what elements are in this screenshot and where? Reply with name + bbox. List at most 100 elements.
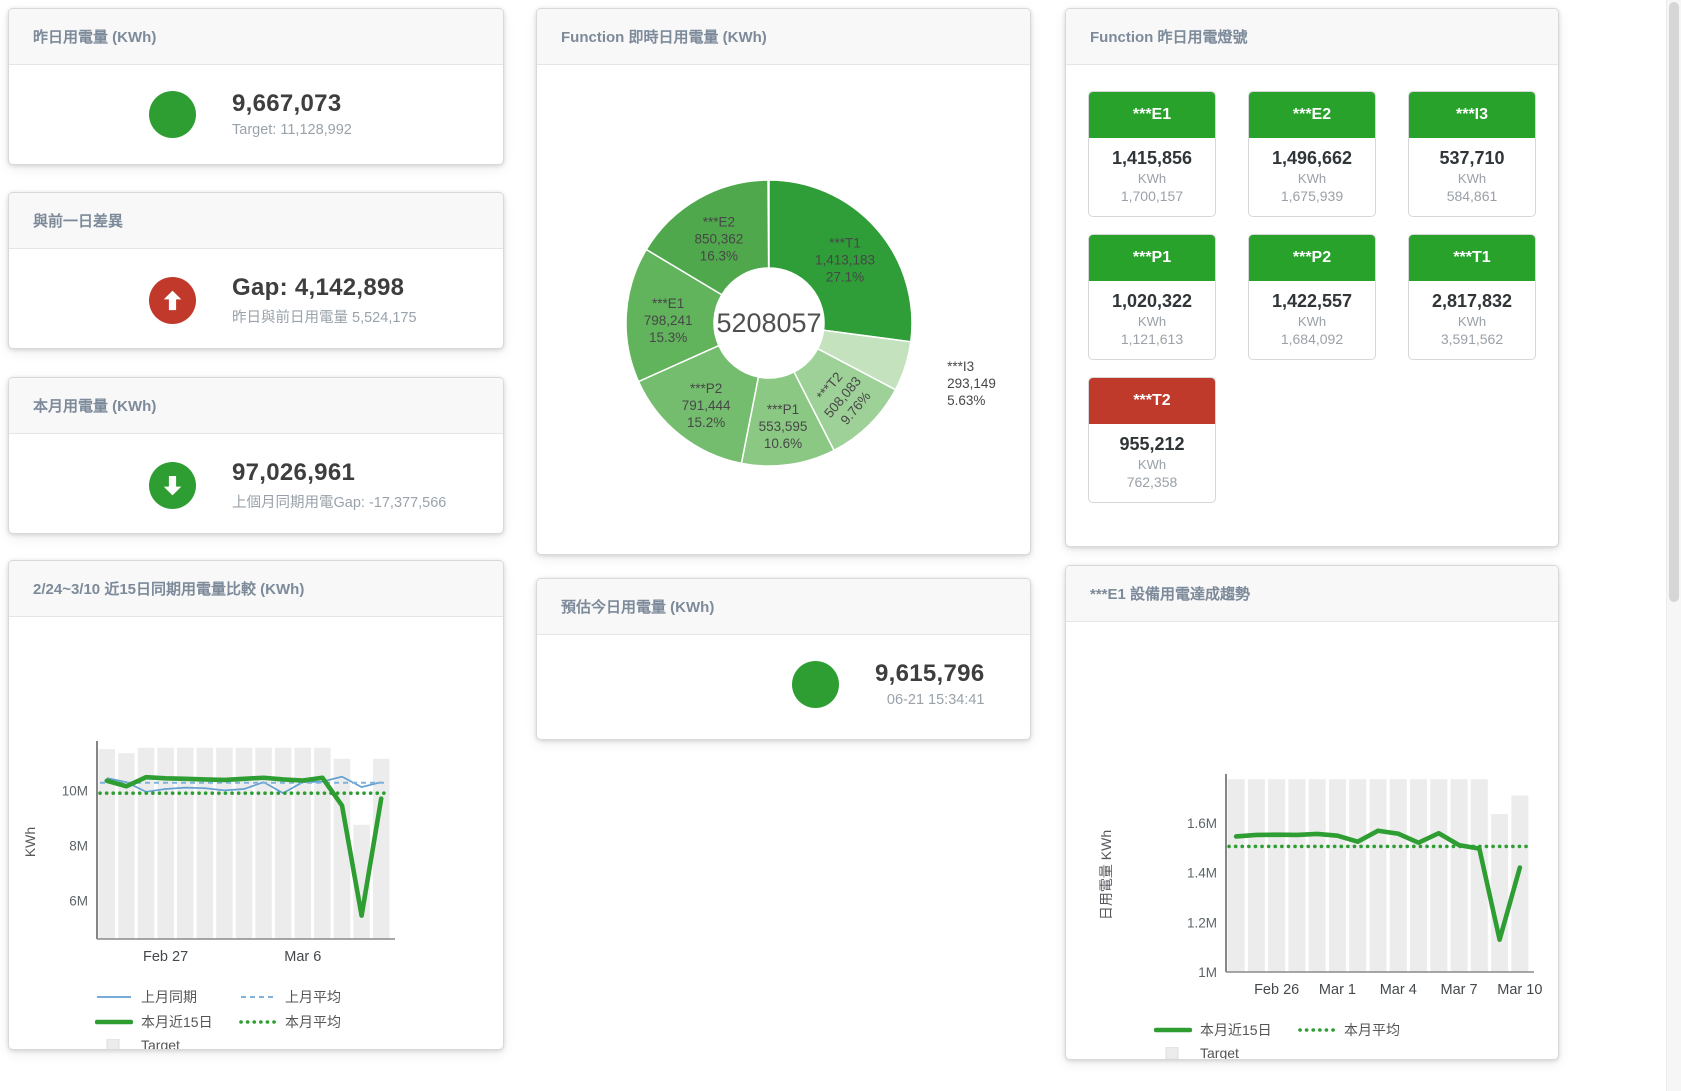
card-title: 昨日用電量 (KWh) [9,9,503,65]
donut-slice-T1[interactable] [768,179,913,343]
donut-slice-label: ***T1 1,413,183 27.1% [815,235,875,284]
series-line [106,775,382,795]
status-tile-T2[interactable]: ***T2 955,212 KWh 762,358 [1088,377,1216,503]
tile-unit: KWh [1297,171,1327,186]
legend-item-thick[interactable]: 本月近15日 [95,1012,223,1032]
legend-swatch-line-icon [97,996,131,998]
stat-subtitle: 06-21 15:34:41 [886,692,985,708]
tile-target: 1,684,092 [1280,331,1344,347]
tile-header: ***P2 [1249,235,1375,281]
series-thick [1233,828,1523,942]
card-title: Function 昨日用電燈號 [1066,9,1558,65]
tile-value: 1,020,322 [1111,291,1193,311]
tile-unit: KWh [1137,314,1167,329]
tile-header: ***I3 [1409,92,1535,138]
tile-value: 955,212 [1119,434,1185,454]
y-tick-label: 1.6M [1187,816,1217,831]
status-circle-icon [149,277,196,324]
legend-item-dots[interactable]: 本月平均 [239,1012,341,1032]
realtime-usage-donut-chart[interactable]: ***T1 1,413,183 27.1%***I3 293,149 5.63%***T… [537,65,1030,547]
legend-item-box[interactable]: Target [1154,1045,1282,1060]
tile-target: 1,700,157 [1120,188,1184,204]
legend-item-line[interactable]: 上月同期 [95,987,223,1007]
status-tile-P1[interactable]: ***P1 1,020,322 KWh 1,121,613 [1088,234,1216,360]
tile-value: 537,710 [1439,148,1505,168]
card-e1-trend: ***E1 設備用電達成趨勢 1M 1.2M 1.4M 1.6M Feb 26 Mar 1… [1065,565,1559,1060]
legend-label: Target [141,1037,180,1050]
tile-header: ***T1 [1409,235,1535,281]
legend-item-thick[interactable]: 本月近15日 [1154,1020,1282,1040]
y-tick-label: 1.2M [1187,915,1217,930]
stat-subtitle: Target: 11,128,992 [232,122,352,138]
donut-slice-E1[interactable] [625,248,723,383]
stat-subtitle: 昨日與前日用電量 5,524,175 [232,310,417,326]
tile-unit: KWh [1457,314,1487,329]
card-title: 本月用電量 (KWh) [9,378,503,434]
legend-swatch-box-icon [1165,1047,1179,1059]
legend-item-box[interactable]: Target [95,1037,223,1050]
tile-unit: KWh [1297,314,1327,329]
legend-label: Target [1200,1045,1239,1060]
x-tick-label: Mar 6 [284,949,321,965]
series-thick [104,774,384,918]
comparison-chart-legend: 上月同期 上月平均 本月近15日 本月平均 Target [95,987,503,1050]
donut-slice-P2[interactable] [637,344,760,465]
y-tick-label: 6M [69,893,88,908]
legend-label: 本月近15日 [1200,1022,1272,1038]
status-tile-E1[interactable]: ***E1 1,415,856 KWh 1,700,157 [1088,91,1216,217]
donut-slice-label: ***P1 553,595 10.6% [759,402,808,451]
legend-label: 本月平均 [285,1014,341,1030]
y-axis-title: 日用電量 KWh [1098,830,1114,920]
legend-swatch-dots-icon [239,1020,277,1024]
card-realtime-usage-donut: Function 即時日用電量 (KWh) ***T1 1,413,183 27.1… [536,8,1031,555]
e1-trend-chart-legend: 本月近15日 本月平均 Target [1154,1020,1558,1060]
tile-target: 1,675,939 [1280,188,1344,204]
legend-item-dash[interactable]: 上月平均 [239,987,341,1007]
y-tick-label: 8M [69,838,88,853]
legend-swatch-dash-icon [241,996,275,998]
target-bars [98,747,390,939]
legend-label: 上月同期 [141,989,197,1005]
x-tick-label: Feb 26 [1254,982,1299,998]
tile-target: 3,591,562 [1440,331,1504,347]
x-tick-label: Mar 4 [1380,982,1417,998]
comparison-line-chart[interactable]: 6M 8M 10M Feb 27 Mar 6 KWh [9,735,489,975]
card-title: ***E1 設備用電達成趨勢 [1066,566,1558,622]
stat-value: 97,026,961 [232,459,356,486]
stat-value: 9,667,073 [232,90,342,117]
status-tile-I3[interactable]: ***I3 537,710 KWh 584,861 [1408,91,1536,217]
card-today-estimate: 預估今日用電量 (KWh) 9,615,796 06-21 15:34:41 [536,578,1031,740]
status-circle-icon [792,660,839,708]
arrow-up-icon [163,290,182,311]
card-yesterday-usage: 昨日用電量 (KWh) 9,667,073 Target: 11,128,992 [8,8,504,165]
legend-swatch-thick-icon [1154,1027,1192,1033]
y-tick-label: 10M [62,783,88,798]
tile-target: 762,358 [1126,474,1178,490]
x-tick-label: Feb 27 [143,949,188,965]
page-scrollbar[interactable] [1666,0,1681,1091]
tile-unit: KWh [1457,171,1487,186]
legend-item-dots[interactable]: 本月平均 [1298,1020,1400,1040]
status-tile-T1[interactable]: ***T1 2,817,832 KWh 3,591,562 [1408,234,1536,360]
card-title: Function 即時日用電量 (KWh) [537,9,1030,65]
x-tick-label: Mar 1 [1319,982,1356,998]
status-tile-P2[interactable]: ***P2 1,422,557 KWh 1,684,092 [1248,234,1376,360]
donut-slice-label: ***E2 850,362 16.3% [694,214,743,263]
status-tile-grid: ***E1 1,415,856 KWh 1,700,157 ***E2 1,496,662… [1066,65,1558,503]
legend-swatch-dots-icon [1298,1028,1336,1032]
donut-slice-E2[interactable] [645,179,770,296]
stat-value: Gap: 4,142,898 [232,274,405,301]
legend-swatch-thick-icon [95,1019,133,1025]
donut-slice-label: ***I3 293,149 5.63% [947,359,996,408]
card-yesterday-status-lights: Function 昨日用電燈號 ***E1 1,415,856 KWh 1,700,1… [1065,8,1559,547]
y-axis-title: KWh [22,827,38,857]
legend-label: 本月平均 [1344,1022,1400,1038]
donut-slice-label: ***P2 791,444 15.2% [682,381,731,430]
e1-trend-line-chart[interactable]: 1M 1.2M 1.4M 1.6M Feb 26 Mar 1 Mar 4 Mar 7 Mar 1… [1066,770,1552,1010]
scrollbar-thumb[interactable] [1669,2,1679,602]
tile-value: 1,496,662 [1271,148,1353,168]
status-tile-E2[interactable]: ***E2 1,496,662 KWh 1,675,939 [1248,91,1376,217]
card-day-gap: 與前一日差異 Gap: 4,142,898 昨日與前日用電量 5,524,175 [8,192,504,349]
x-tick-label: Mar 7 [1441,982,1478,998]
